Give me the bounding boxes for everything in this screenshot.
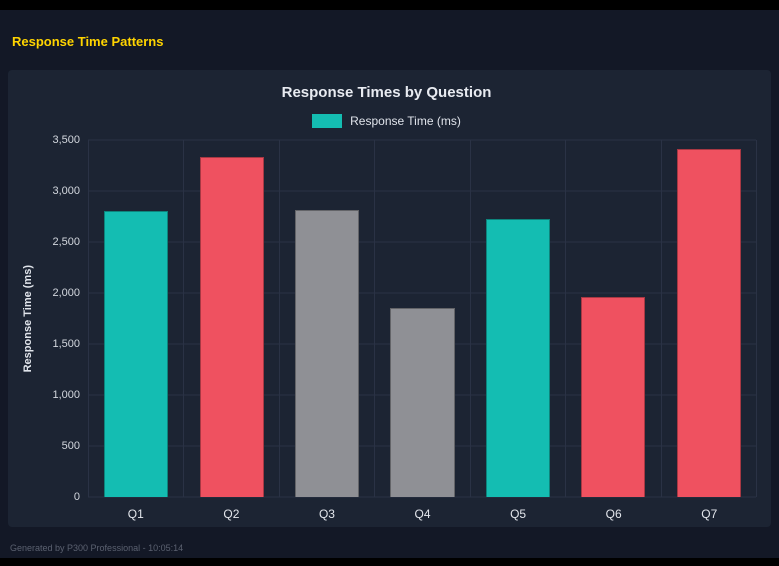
- legend-swatch-icon: [312, 114, 343, 128]
- plot-area: [88, 139, 757, 498]
- bar-q7[interactable]: [676, 149, 741, 497]
- x-tick-label-q2: Q2: [223, 507, 240, 521]
- app-window: Response Time Patterns Response Times by…: [0, 10, 779, 558]
- x-tick-label-q1: Q1: [127, 507, 144, 521]
- bar-column: [89, 140, 183, 497]
- bar-column: [469, 140, 565, 497]
- bar-columns: [88, 140, 756, 497]
- gridline: [88, 139, 756, 141]
- bar-q5[interactable]: [485, 218, 550, 497]
- y-tick-label: 1,000: [52, 389, 80, 401]
- x-tick-label-q5: Q5: [510, 507, 527, 521]
- y-tick-label: 2,500: [52, 236, 80, 248]
- plot-wrap: Q1 Q2 Q3 Q4 Q5 Q6 Q7: [88, 139, 757, 521]
- chart-legend[interactable]: Response Time (ms): [16, 114, 757, 128]
- page-title: Response Time Patterns: [12, 34, 164, 49]
- gridline: [88, 292, 756, 294]
- y-tick-label: 1,500: [52, 338, 80, 350]
- y-tick-label: 3,500: [52, 134, 80, 146]
- x-tick-label-q6: Q6: [605, 507, 622, 521]
- chart-body: Response Time (ms) 0 500 1,000 1,500 2,000 2,…: [16, 134, 757, 521]
- bar-column: [565, 140, 660, 497]
- bar-q2[interactable]: [199, 157, 264, 497]
- y-tick-label: 500: [61, 440, 80, 452]
- y-axis-ticks: 0 500 1,000 1,500 2,000 2,500 3,000 3,500: [40, 134, 88, 503]
- top-border: [0, 0, 779, 10]
- bar-q6[interactable]: [581, 297, 646, 497]
- y-tick-label: 2,000: [52, 287, 80, 299]
- chart-panel: Response Times by Question Response Time…: [8, 70, 771, 527]
- chart-title: Response Times by Question: [281, 84, 492, 101]
- x-tick-label-q7: Q7: [701, 507, 718, 521]
- gridline: [88, 190, 756, 192]
- bar-column: [183, 140, 278, 497]
- bar-column: [660, 140, 756, 497]
- gridline: [88, 241, 756, 243]
- x-tick-label-q4: Q4: [414, 507, 431, 521]
- y-tick-label: 3,000: [52, 185, 80, 197]
- bottom-border: [0, 558, 779, 566]
- bar-q1[interactable]: [104, 211, 169, 497]
- bar-q3[interactable]: [294, 210, 360, 497]
- x-axis-labels: Q1 Q2 Q3 Q4 Q5 Q6 Q7: [88, 497, 757, 521]
- gridline: [88, 496, 756, 498]
- legend-label: Response Time (ms): [350, 114, 461, 128]
- y-axis-title: Response Time (ms): [22, 264, 34, 373]
- x-tick-label-q3: Q3: [318, 507, 335, 521]
- bar-column: [374, 140, 469, 497]
- footer-text: Generated by P300 Professional - 10:05:1…: [10, 543, 184, 553]
- y-tick-label: 0: [73, 491, 80, 503]
- bar-column: [278, 140, 374, 497]
- bar-q4[interactable]: [390, 308, 455, 497]
